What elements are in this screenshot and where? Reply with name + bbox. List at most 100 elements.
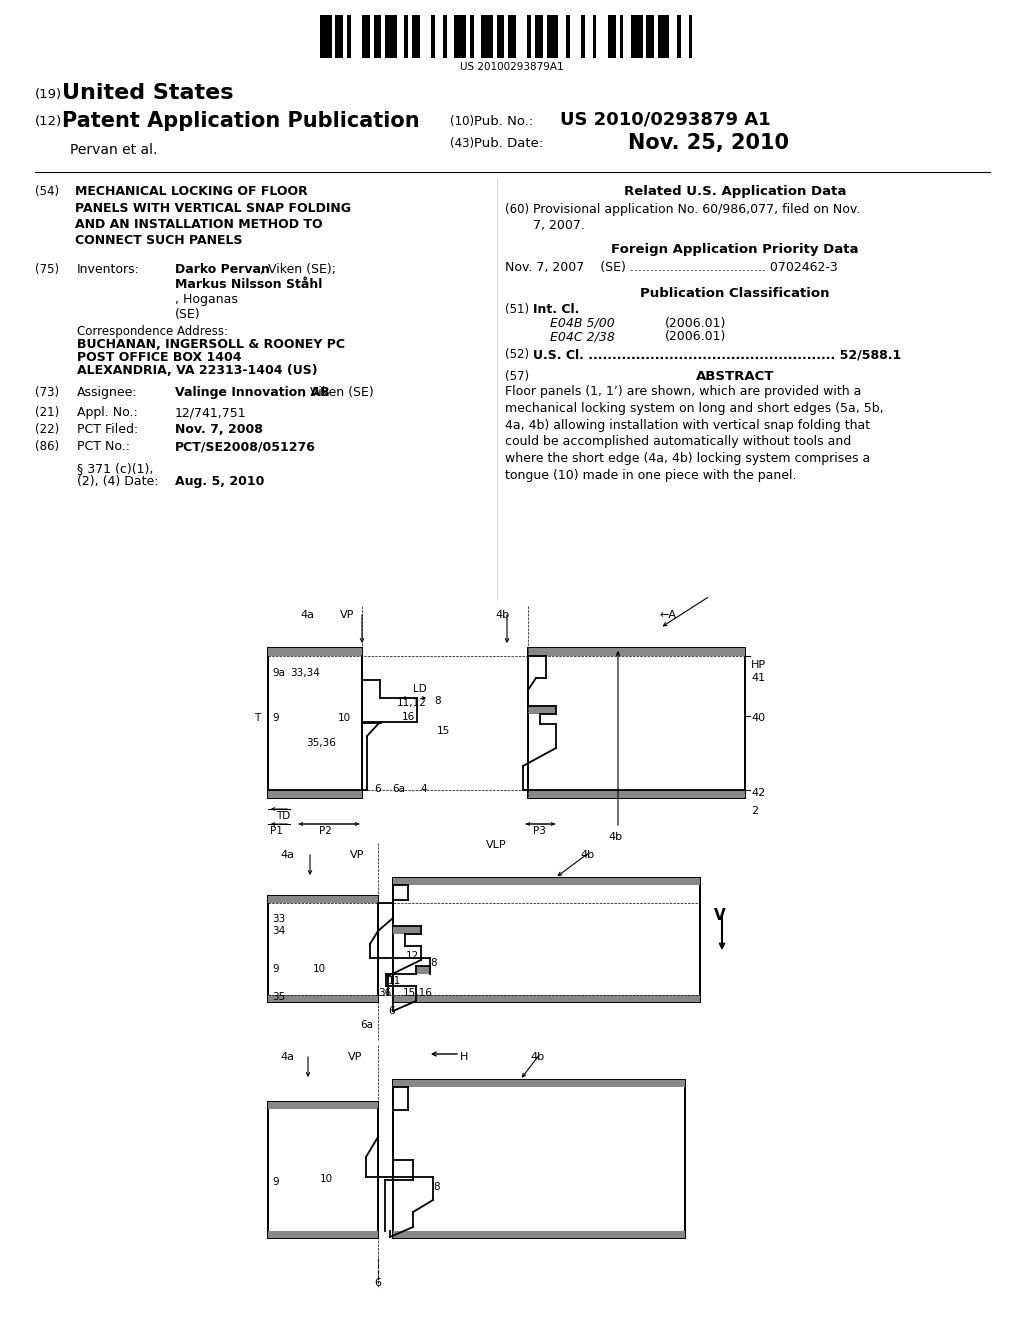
Text: ABSTRACT: ABSTRACT: [696, 370, 774, 383]
Text: Markus Nilsson Ståhl: Markus Nilsson Ståhl: [175, 279, 323, 290]
Text: 9a: 9a: [272, 668, 285, 678]
Bar: [677, 15, 681, 58]
Text: , Hoganas: , Hoganas: [175, 293, 238, 306]
Bar: [528, 648, 745, 799]
Text: (86): (86): [35, 440, 59, 453]
Text: 6: 6: [374, 1278, 381, 1288]
Text: VP: VP: [350, 850, 365, 861]
Text: , Viken (SE);: , Viken (SE);: [260, 263, 336, 276]
Text: (60): (60): [505, 203, 529, 216]
Text: H: H: [460, 1052, 468, 1063]
Text: 42: 42: [751, 788, 765, 799]
Text: Pervan et al.: Pervan et al.: [70, 143, 158, 157]
Bar: [442, 15, 446, 58]
Text: 15,16: 15,16: [403, 987, 433, 998]
Text: BUCHANAN, INGERSOLL & ROONEY PC: BUCHANAN, INGERSOLL & ROONEY PC: [77, 338, 345, 351]
Text: 6: 6: [388, 1006, 394, 1016]
Text: MECHANICAL LOCKING OF FLOOR
PANELS WITH VERTICAL SNAP FOLDING
AND AN INSTALLATIO: MECHANICAL LOCKING OF FLOOR PANELS WITH …: [75, 185, 351, 248]
Text: Pub. Date:: Pub. Date:: [474, 137, 544, 150]
Text: (12): (12): [35, 115, 62, 128]
Text: PCT Filed:: PCT Filed:: [77, 422, 138, 436]
Text: 10: 10: [313, 964, 326, 974]
Text: ALEXANDRIA, VA 22313-1404 (US): ALEXANDRIA, VA 22313-1404 (US): [77, 364, 317, 378]
Text: Pub. No.:: Pub. No.:: [474, 115, 534, 128]
Text: Darko Pervan: Darko Pervan: [175, 263, 270, 276]
Text: (75): (75): [35, 263, 59, 276]
Text: 11,12: 11,12: [397, 698, 427, 708]
Bar: [431, 15, 435, 58]
Text: Aug. 5, 2010: Aug. 5, 2010: [175, 475, 264, 488]
Text: 4b: 4b: [530, 1052, 544, 1063]
Bar: [481, 15, 493, 58]
Text: (10): (10): [450, 115, 474, 128]
Text: 41: 41: [751, 673, 765, 682]
Bar: [268, 896, 378, 903]
Text: 4b: 4b: [495, 610, 509, 620]
Text: Floor panels (1, 1’) are shown, which are provided with a
mechanical locking sys: Floor panels (1, 1’) are shown, which ar…: [505, 385, 884, 482]
Bar: [268, 1102, 378, 1109]
Bar: [470, 15, 473, 58]
Bar: [657, 15, 670, 58]
Bar: [393, 1232, 685, 1238]
Bar: [393, 1080, 685, 1086]
Text: Publication Classification: Publication Classification: [640, 286, 829, 300]
Bar: [362, 15, 370, 58]
Text: 8: 8: [433, 1181, 439, 1192]
Text: E04B 5/00: E04B 5/00: [550, 317, 614, 330]
Text: P2: P2: [319, 826, 332, 836]
Text: (21): (21): [35, 407, 59, 418]
Text: Int. Cl.: Int. Cl.: [534, 304, 580, 315]
Text: Assignee:: Assignee:: [77, 385, 137, 399]
Text: 6a: 6a: [360, 1020, 373, 1030]
Text: PCT No.:: PCT No.:: [77, 440, 130, 453]
Text: (52): (52): [505, 348, 529, 360]
Text: 15: 15: [437, 726, 451, 737]
Text: Foreign Application Priority Data: Foreign Application Priority Data: [611, 243, 859, 256]
Bar: [268, 995, 378, 1002]
Bar: [268, 896, 378, 1002]
Text: (54): (54): [35, 185, 59, 198]
Bar: [528, 648, 745, 656]
Text: US 2010/0293879 A1: US 2010/0293879 A1: [560, 111, 771, 129]
Bar: [347, 15, 350, 58]
Text: US 20100293879A1: US 20100293879A1: [460, 62, 564, 73]
Text: Inventors:: Inventors:: [77, 263, 140, 276]
Text: TD: TD: [276, 810, 290, 821]
Bar: [455, 15, 466, 58]
Text: 6: 6: [374, 784, 381, 795]
Text: 6a: 6a: [392, 784, 406, 795]
Text: 12/741,751: 12/741,751: [175, 407, 247, 418]
Bar: [508, 15, 516, 58]
Bar: [268, 1102, 378, 1238]
Text: Patent Application Publication: Patent Application Publication: [62, 111, 420, 131]
Text: V: V: [714, 908, 726, 923]
Text: (57): (57): [505, 370, 529, 383]
Bar: [393, 878, 700, 1002]
Text: 9: 9: [272, 1177, 279, 1187]
Text: 40: 40: [751, 713, 765, 723]
Text: 4a: 4a: [300, 610, 314, 620]
Text: VP: VP: [340, 610, 354, 620]
Text: 4b: 4b: [580, 850, 594, 861]
Bar: [393, 878, 700, 884]
Bar: [528, 706, 556, 714]
Bar: [393, 1080, 685, 1238]
Text: 11: 11: [388, 975, 401, 986]
Bar: [593, 15, 596, 58]
Text: HP: HP: [751, 660, 766, 671]
Text: E04C 2/38: E04C 2/38: [550, 330, 614, 343]
Text: Provisional application No. 60/986,077, filed on Nov.
7, 2007.: Provisional application No. 60/986,077, …: [534, 203, 860, 232]
Text: , Viken (SE): , Viken (SE): [302, 385, 374, 399]
Text: Valinge Innovation AB: Valinge Innovation AB: [175, 385, 330, 399]
Bar: [497, 15, 504, 58]
Text: ←A: ←A: [660, 610, 677, 620]
Bar: [535, 15, 543, 58]
Text: 9: 9: [272, 964, 279, 974]
Text: LD: LD: [413, 684, 427, 694]
Bar: [412, 15, 420, 58]
Text: 2: 2: [751, 807, 758, 816]
Bar: [688, 15, 692, 58]
Text: 33,34: 33,34: [290, 668, 319, 678]
Bar: [416, 966, 430, 974]
Text: 4a: 4a: [280, 1052, 294, 1063]
